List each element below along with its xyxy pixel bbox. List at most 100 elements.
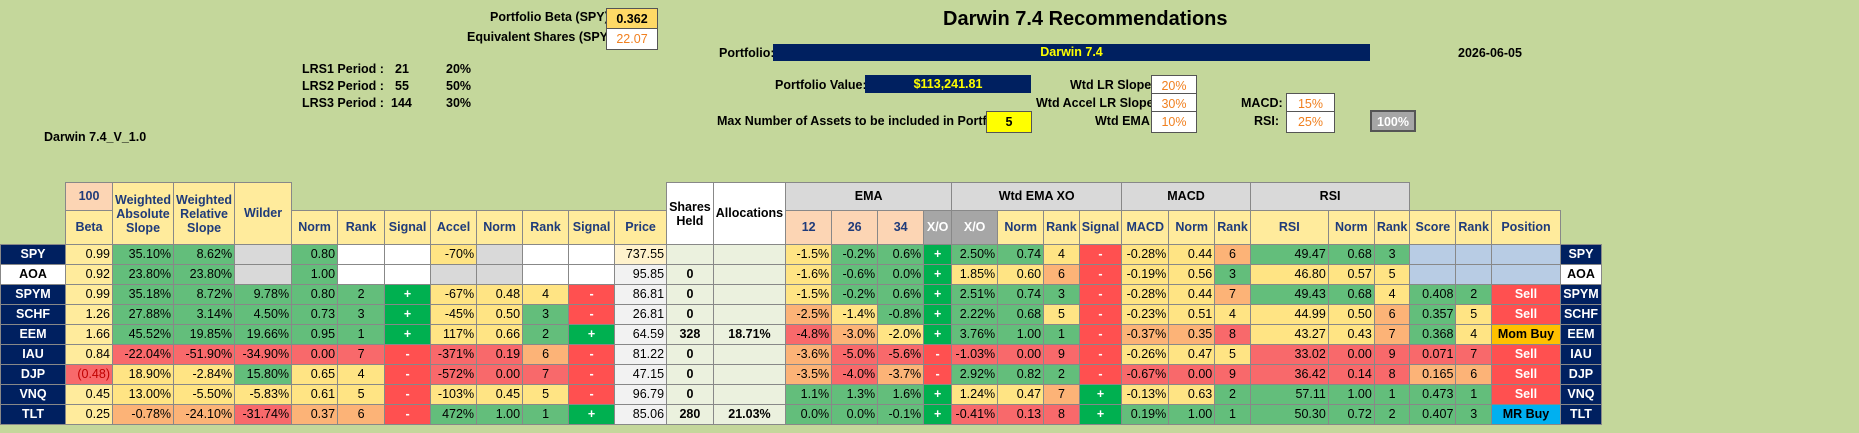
shares-held-cell[interactable] xyxy=(666,244,714,265)
norm-cell: 0.82 xyxy=(997,364,1045,385)
max-assets-label: Max Number of Assets to be included in P… xyxy=(717,114,1014,128)
rank-cell: 6 xyxy=(1373,304,1411,325)
col-header-rank: Rank xyxy=(1043,210,1080,245)
wtd-accel-value[interactable]: 30% xyxy=(1151,93,1197,115)
norm-cell: 0.60 xyxy=(997,264,1045,285)
xo-cell: - xyxy=(923,364,953,385)
norm-cell: 0.13 xyxy=(997,404,1045,425)
macd-weight-value[interactable]: 15% xyxy=(1286,93,1335,115)
rank-cell: 3 xyxy=(522,304,570,325)
shares-held-cell[interactable]: 0 xyxy=(666,264,714,285)
position-cell xyxy=(1490,264,1561,285)
table-row: DJP (0.48) 18.90% -2.84% 15.80% 0.65 4- -572% 0.… xyxy=(0,364,1602,385)
wtd-ema-value[interactable]: 10% xyxy=(1151,111,1197,133)
group-header-wtd-ema-xo: Wtd EMA XO xyxy=(951,182,1123,211)
col-header-norm: Norm xyxy=(1168,210,1216,245)
xo-weighted-cell: -0.41% xyxy=(951,404,999,425)
xo-cell: + xyxy=(923,264,953,285)
ema-12-cell: 0.0% xyxy=(785,404,833,425)
col-header-rsi: RSI xyxy=(1249,210,1329,245)
score-cell: 0.071 xyxy=(1409,344,1457,365)
rank-cell: 1 xyxy=(1455,384,1492,405)
max-assets-value[interactable]: 5 xyxy=(986,111,1032,133)
shares-held-cell[interactable]: 0 xyxy=(666,304,714,325)
accel-cell xyxy=(430,264,478,285)
norm-cell: 0.74 xyxy=(997,284,1045,305)
blank-header xyxy=(1560,211,1601,245)
ema-34-cell: -0.8% xyxy=(877,304,925,325)
weighted-relative-slope-cell: 8.72% xyxy=(173,284,236,305)
ema-12-cell: 1.1% xyxy=(785,384,833,405)
weighted-relative-slope-cell: -5.50% xyxy=(173,384,236,405)
equivalent-shares-value[interactable]: 22.07 xyxy=(606,28,658,50)
col-header-accel: Accel xyxy=(430,210,478,245)
xo-weighted-cell: 2.51% xyxy=(951,284,999,305)
norm-cell: 0.74 xyxy=(997,244,1045,265)
ticker-cell-right: DJP xyxy=(1559,364,1602,385)
xo-cell: + xyxy=(923,384,953,405)
rank-cell: 8 xyxy=(1373,364,1411,385)
ticker-cell: EEM xyxy=(0,324,66,345)
signal-cell: - xyxy=(568,364,616,385)
wtd-lr-slope-value[interactable]: 20% xyxy=(1151,75,1197,97)
blank-header xyxy=(1410,183,1456,211)
rsi-weight-value[interactable]: 25% xyxy=(1286,111,1335,133)
shares-held-cell[interactable]: 0 xyxy=(666,384,714,405)
rank-cell: 4 xyxy=(1373,284,1411,305)
shares-held-cell[interactable]: 280 xyxy=(666,404,714,425)
rank-cell xyxy=(337,244,386,265)
rank-cell: 2 xyxy=(522,324,570,345)
col-header-rank: Rank xyxy=(1214,210,1251,245)
lrs2-period: 55 xyxy=(395,79,409,93)
norm-cell: 0.50 xyxy=(476,304,524,325)
portfolio-beta-value[interactable]: 0.362 xyxy=(606,8,658,30)
blank-header xyxy=(385,183,431,211)
accel-cell: -67% xyxy=(430,284,478,305)
score-cell xyxy=(1409,244,1457,265)
allocation-cell: 21.03% xyxy=(712,404,787,425)
position-cell: MR Buy xyxy=(1490,404,1561,425)
signal-cell: + xyxy=(384,324,432,345)
group-header-rsi: RSI xyxy=(1249,182,1411,211)
ema-26-cell: -5.0% xyxy=(831,344,879,365)
signal-cell: + xyxy=(1078,384,1123,405)
shares-held-cell[interactable]: 0 xyxy=(666,364,714,385)
norm-cell: 0.63 xyxy=(1168,384,1216,405)
lrs1-period: 21 xyxy=(395,62,409,76)
table-row: EEM 1.66 45.52% 19.85% 19.66% 0.95 1 +117% 0.66 2… xyxy=(0,324,1602,345)
norm-cell: 1.00 xyxy=(1168,404,1216,425)
shares-held-cell[interactable]: 328 xyxy=(666,324,714,345)
signal-cell: - xyxy=(568,304,616,325)
rank-cell: 4 xyxy=(1043,244,1080,265)
norm-cell: 0.68 xyxy=(997,304,1045,325)
signal-cell: - xyxy=(568,284,616,305)
weights-total[interactable]: 100% xyxy=(1370,110,1416,132)
price-cell: 86.81 xyxy=(614,284,668,305)
norm-cell: 0.95 xyxy=(291,324,339,345)
rank-cell: 9 xyxy=(1043,344,1080,365)
beta-top-value[interactable]: 100 xyxy=(65,182,113,211)
rank-cell: 6 xyxy=(337,404,386,425)
norm-cell xyxy=(476,264,524,285)
table-row: SPY 0.99 35.10% 8.62% 0.80 -70% 737.55 -1.5% -0.… xyxy=(0,244,1602,265)
norm-cell: 0.68 xyxy=(1327,284,1375,305)
xo-weighted-cell: -1.03% xyxy=(951,344,999,365)
rank-cell: 1 xyxy=(522,404,570,425)
portfolio-value-label: Portfolio Value: xyxy=(775,78,867,92)
weighted-relative-slope-cell: -2.84% xyxy=(173,364,236,385)
weighted-relative-slope-cell: 3.14% xyxy=(173,304,236,325)
rank-cell: 7 xyxy=(1455,344,1492,365)
rank-cell: 2 xyxy=(1214,384,1251,405)
score-cell: 0.165 xyxy=(1409,364,1457,385)
ema-12-cell: -3.5% xyxy=(785,364,833,385)
portfolio-value[interactable]: $113,241.81 xyxy=(865,75,1031,93)
rsi-cell: 50.30 xyxy=(1249,404,1329,425)
shares-held-cell[interactable]: 0 xyxy=(666,344,714,365)
beta-cell: 0.99 xyxy=(65,244,113,265)
wilder-cell: 15.80% xyxy=(234,364,293,385)
rsi-weight-label: RSI: xyxy=(1254,114,1279,128)
portfolio-name[interactable]: Darwin 7.4 xyxy=(773,44,1370,61)
wilder-cell: -34.90% xyxy=(234,344,293,365)
beta-cell: 0.45 xyxy=(65,384,113,405)
shares-held-cell[interactable]: 0 xyxy=(666,284,714,305)
